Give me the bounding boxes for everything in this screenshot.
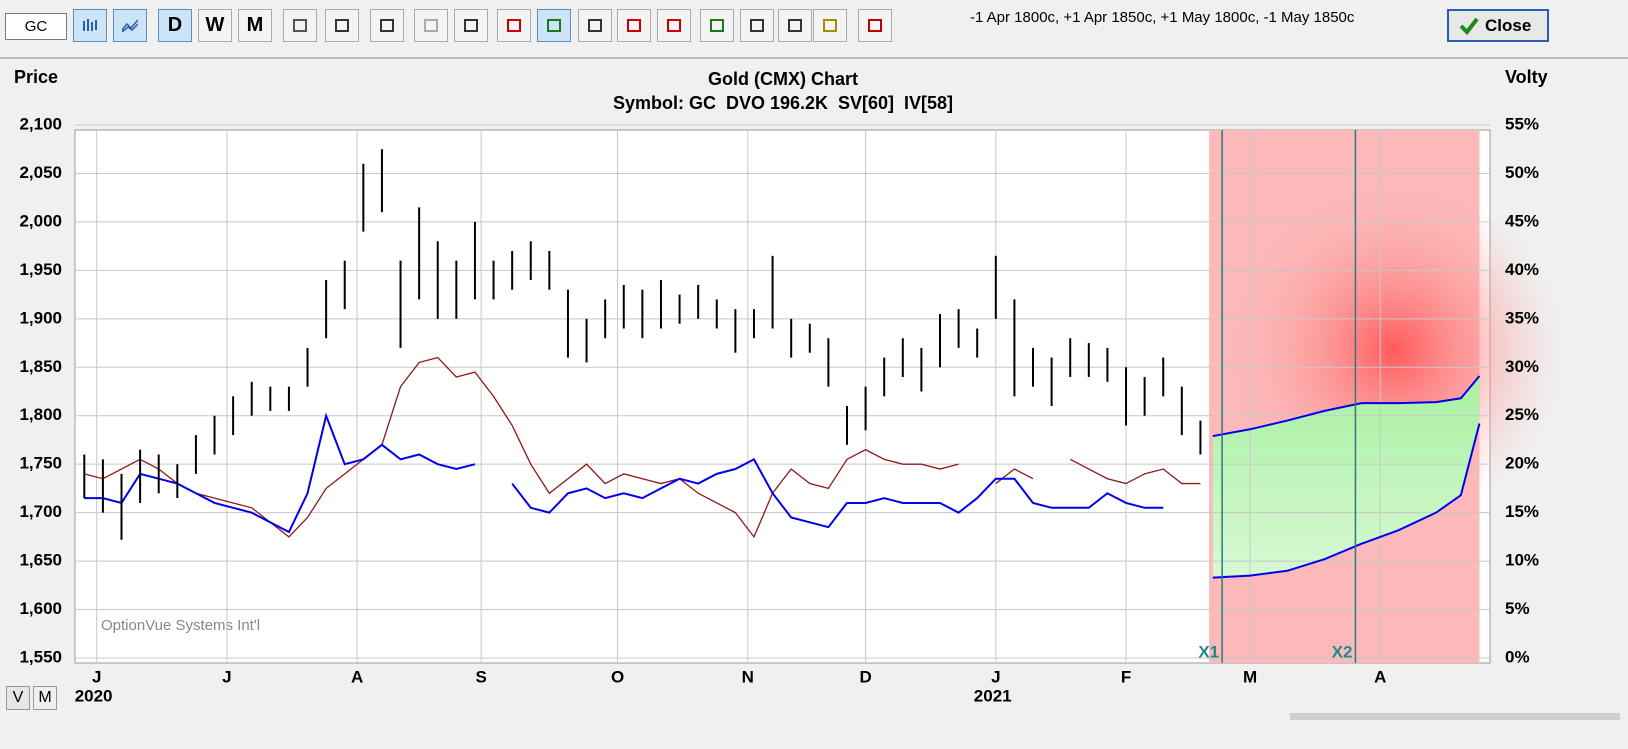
y-tick-label: 1,550 [19, 647, 62, 666]
toolbar-button[interactable] [537, 9, 571, 42]
y2-tick-label: 10% [1505, 551, 1539, 570]
x-tick-label: J [222, 667, 231, 686]
icon [547, 19, 561, 32]
marker-label: X2 [1332, 642, 1353, 661]
x-tick-label: D [859, 667, 871, 686]
icon [83, 19, 97, 31]
marker-label: X1 [1198, 642, 1219, 661]
toolbar-button[interactable] [578, 9, 612, 42]
y-tick-label: 1,600 [19, 599, 62, 618]
x-tick-label: A [351, 667, 363, 686]
icon [424, 19, 438, 32]
icon [464, 19, 478, 32]
view-button[interactable]: V [6, 686, 30, 710]
toolbar-button[interactable] [858, 9, 892, 42]
y-tick-label: 2,100 [19, 114, 62, 133]
x-tick-label: S [475, 667, 486, 686]
y-axis-title: Price [14, 67, 58, 87]
toolbar-button[interactable]: W [198, 9, 232, 42]
x-tick-label: J [991, 667, 1000, 686]
chart-subtitle: Symbol: GC DVO 196.2K SV[60] IV[58] [613, 93, 953, 113]
y2-tick-label: 20% [1505, 454, 1539, 473]
y-tick-label: 1,850 [19, 357, 62, 376]
toolbar-button[interactable] [700, 9, 734, 42]
year-label: 2021 [974, 686, 1012, 705]
view-button[interactable]: M [33, 686, 57, 710]
symbol-input[interactable] [5, 13, 67, 40]
y2-axis-title: Volty [1505, 67, 1548, 87]
y-tick-label: 1,800 [19, 405, 62, 424]
y-tick-label: 1,700 [19, 502, 62, 521]
toolbar-button[interactable] [657, 9, 691, 42]
icon [507, 19, 521, 32]
year-label: 2020 [75, 686, 113, 705]
y2-tick-label: 55% [1505, 114, 1539, 133]
position-text: -1 Apr 1800c, +1 Apr 1850c, +1 May 1800c… [970, 9, 1355, 26]
check-icon [1459, 17, 1479, 35]
volatility-line [1069, 458, 1201, 485]
x-tick-label: J [92, 667, 101, 686]
y2-tick-label: 5% [1505, 599, 1530, 618]
toolbar-button[interactable] [283, 9, 317, 42]
icon [868, 19, 882, 32]
toolbar-button[interactable] [740, 9, 774, 42]
icon [293, 19, 307, 32]
watermark: OptionVue Systems Int'l [101, 617, 260, 634]
toolbar-button[interactable] [325, 9, 359, 42]
volatility-line [84, 356, 959, 539]
toolbar-button[interactable] [370, 9, 404, 42]
volatility-line [511, 457, 1164, 529]
forecast-band [1212, 375, 1480, 578]
x-tick-label: N [742, 667, 754, 686]
icon [788, 19, 802, 32]
scrollbar[interactable] [1290, 713, 1620, 720]
toolbar-button[interactable] [73, 9, 107, 42]
forecast-line [1212, 375, 1481, 438]
toolbar-button[interactable] [497, 9, 531, 42]
toolbar-button[interactable] [113, 9, 147, 42]
x-tick-label: O [611, 667, 624, 686]
x-tick-label: A [1374, 667, 1386, 686]
y2-tick-label: 40% [1505, 260, 1539, 279]
toolbar-button[interactable]: M [238, 9, 272, 42]
toolbar-button[interactable] [778, 9, 812, 42]
chart-title: Gold (CMX) Chart [708, 69, 858, 89]
icon [710, 19, 724, 32]
x-tick-label: F [1121, 667, 1131, 686]
chart-layer: 1,550 1,600 1,650 1,700 1,750 1,800 1,850 1,900… [19, 114, 1565, 705]
icon [335, 19, 349, 32]
close-button[interactable]: Close [1447, 9, 1549, 42]
toolbar-button[interactable] [617, 9, 651, 42]
toolbar-button[interactable] [414, 9, 448, 42]
y2-tick-label: 0% [1505, 647, 1530, 666]
forecast-line [1212, 423, 1481, 579]
y2-tick-label: 50% [1505, 163, 1539, 182]
y2-tick-label: 45% [1505, 211, 1539, 230]
y-tick-label: 1,900 [19, 308, 62, 327]
y2-tick-label: 35% [1505, 308, 1539, 327]
y-tick-label: 2,050 [19, 163, 62, 182]
icon [122, 19, 138, 33]
icon [588, 19, 602, 32]
y-tick-label: 1,950 [19, 260, 62, 279]
y2-tick-label: 25% [1505, 405, 1539, 424]
toolbar-button[interactable] [813, 9, 847, 42]
y2-tick-label: 30% [1505, 357, 1539, 376]
toolbar-button[interactable]: D [158, 9, 192, 42]
y-tick-label: 2,000 [19, 211, 62, 230]
icon [380, 19, 394, 32]
icon [750, 19, 764, 32]
volatility-line [84, 412, 476, 534]
y-tick-label: 1,750 [19, 454, 62, 473]
icon [823, 19, 837, 32]
icon [667, 19, 681, 32]
icon [627, 19, 641, 32]
y-tick-label: 1,650 [19, 551, 62, 570]
toolbar-button[interactable] [454, 9, 488, 42]
y2-tick-label: 15% [1505, 502, 1539, 521]
x-tick-label: M [1243, 667, 1257, 686]
close-label: Close [1485, 16, 1532, 35]
